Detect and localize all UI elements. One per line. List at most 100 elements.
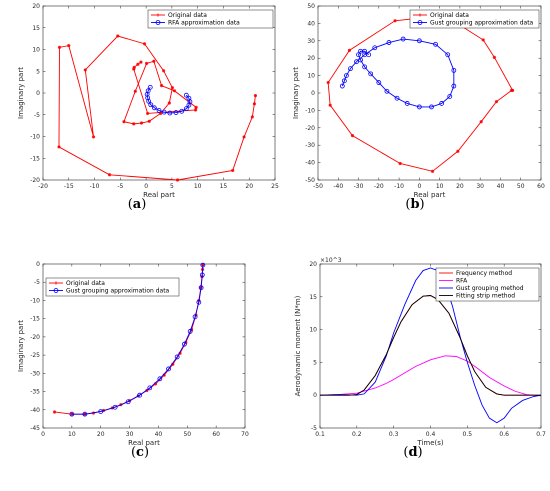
y-tick-label: -30 bbox=[30, 370, 40, 377]
data-point bbox=[456, 149, 460, 153]
data-point bbox=[429, 104, 434, 110]
x-tick-label: 5 bbox=[170, 183, 174, 190]
data-point bbox=[132, 65, 136, 69]
panel-caption: (d) bbox=[403, 445, 422, 460]
data-point bbox=[183, 92, 189, 98]
plot-area bbox=[317, 5, 542, 181]
series-line-fitting-strip-method bbox=[320, 295, 541, 396]
x-tick-label: 0.1 bbox=[315, 431, 325, 438]
data-point bbox=[492, 55, 496, 59]
y-tick-label: 30 bbox=[307, 38, 315, 45]
y-tick-label: -15 bbox=[30, 155, 40, 162]
y-tick-label: -10 bbox=[305, 107, 315, 114]
x-axis-label: Real part bbox=[414, 191, 446, 199]
panel-d: 0.1 0.2 0.3 0.4 0.5 0.6 0.7 -5 0 5 10 15 20 Time(s) Ae… bbox=[294, 257, 546, 460]
data-point bbox=[194, 108, 198, 112]
y-tick-label: -20 bbox=[30, 177, 40, 184]
data-point bbox=[173, 110, 179, 115]
data-point bbox=[107, 173, 112, 177]
data-point bbox=[179, 108, 185, 114]
data-point bbox=[157, 376, 163, 382]
plot-area bbox=[42, 5, 276, 181]
legend-marker bbox=[53, 288, 59, 293]
x-tick-label: 40 bbox=[155, 431, 163, 438]
data-point bbox=[112, 404, 118, 410]
data-point bbox=[122, 120, 126, 124]
y-tick-label: 10 bbox=[309, 327, 317, 334]
data-point bbox=[167, 110, 173, 116]
data-point bbox=[362, 48, 368, 54]
y-tick-label: -25 bbox=[30, 352, 40, 359]
series-line-rfa bbox=[319, 355, 542, 397]
x-tick-label: -20 bbox=[374, 183, 384, 190]
y-tick-label: 50 bbox=[307, 3, 315, 10]
y-tick-label: 10 bbox=[307, 73, 315, 80]
data-point bbox=[147, 84, 153, 90]
data-point bbox=[170, 86, 175, 90]
data-point bbox=[356, 52, 361, 58]
data-point bbox=[393, 19, 397, 23]
data-point bbox=[67, 43, 71, 48]
data-point bbox=[172, 89, 177, 93]
x-tick-label: 70 bbox=[241, 431, 249, 438]
data-point bbox=[430, 169, 435, 173]
x-tick-label: 0 bbox=[417, 183, 421, 190]
x-tick-label: 0.2 bbox=[352, 431, 362, 438]
data-point bbox=[116, 34, 120, 38]
y-tick-label: -45 bbox=[30, 425, 40, 432]
data-point bbox=[166, 366, 171, 372]
data-point bbox=[199, 272, 205, 278]
data-point bbox=[394, 95, 400, 101]
y-tick-label: -10 bbox=[30, 297, 40, 304]
legend-entry: Original data bbox=[430, 12, 469, 19]
x-tick-label: 0.5 bbox=[463, 431, 473, 438]
x-tick-label: 40 bbox=[497, 183, 505, 190]
data-point bbox=[183, 106, 189, 112]
data-point bbox=[161, 109, 167, 115]
data-point bbox=[447, 94, 453, 99]
panel-caption: (a) bbox=[128, 197, 147, 212]
data-point bbox=[139, 60, 143, 64]
data-point bbox=[416, 104, 422, 110]
x-tick-label: -20 bbox=[38, 183, 48, 190]
data-point bbox=[494, 100, 498, 104]
y-tick-label: 15 bbox=[32, 25, 40, 32]
x-tick-label: 0.4 bbox=[426, 431, 436, 438]
data-point bbox=[198, 285, 204, 291]
data-point bbox=[354, 59, 359, 65]
y-tick-label: 0 bbox=[311, 90, 315, 97]
x-tick-label: -50 bbox=[313, 183, 323, 190]
data-point bbox=[148, 102, 154, 108]
y-tick-label: -30 bbox=[305, 142, 315, 149]
data-point bbox=[83, 68, 87, 72]
data-point bbox=[343, 73, 349, 78]
y-tick-label: -50 bbox=[305, 177, 315, 184]
data-point bbox=[451, 67, 457, 73]
x-tick-label: -30 bbox=[354, 183, 364, 190]
data-point bbox=[339, 83, 345, 89]
data-point bbox=[159, 84, 164, 88]
data-point bbox=[358, 57, 363, 63]
y-tick-label: -20 bbox=[30, 334, 40, 341]
data-point bbox=[404, 101, 410, 106]
data-point bbox=[416, 38, 422, 44]
y-tick-label: -5 bbox=[34, 279, 40, 286]
y-tick-label: 40 bbox=[307, 20, 315, 27]
legend-entry: Frequency method bbox=[456, 270, 512, 277]
y-tick-label: -35 bbox=[30, 389, 40, 396]
y-tick-label: 0 bbox=[313, 392, 317, 399]
series-line-gust-grouping-approximation-data bbox=[71, 265, 204, 415]
data-point bbox=[167, 101, 171, 105]
data-point bbox=[252, 102, 256, 106]
data-point bbox=[348, 66, 353, 72]
data-point bbox=[328, 103, 332, 107]
x-tick-label: 0 bbox=[41, 431, 45, 438]
legend-box bbox=[147, 9, 274, 29]
x-tick-label: -10 bbox=[394, 183, 404, 190]
x-tick-label: 20 bbox=[456, 183, 464, 190]
y-tick-label: -5 bbox=[311, 425, 317, 432]
data-point bbox=[481, 38, 485, 42]
data-point bbox=[52, 410, 57, 414]
data-point bbox=[125, 399, 131, 405]
